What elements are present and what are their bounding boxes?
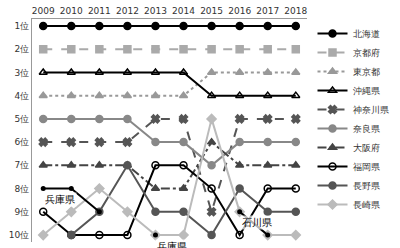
svg-text:1位: 1位 [14,21,29,31]
svg-text:東京都: 東京都 [353,67,380,77]
svg-text:大阪府: 大阪府 [353,143,380,153]
svg-text:長崎県: 長崎県 [353,200,380,210]
svg-text:7位: 7位 [14,160,29,170]
svg-text:2011: 2011 [88,6,111,16]
svg-text:2009: 2009 [32,6,55,16]
svg-text:兵庫県: 兵庫県 [45,194,75,205]
svg-text:4位: 4位 [14,91,29,101]
svg-text:北海道: 北海道 [353,29,380,39]
svg-text:兵庫県: 兵庫県 [157,241,187,248]
svg-text:2012: 2012 [116,6,139,16]
svg-text:8位: 8位 [14,184,29,194]
svg-text:2010: 2010 [60,6,83,16]
svg-text:2015: 2015 [200,6,223,16]
svg-text:2018: 2018 [284,6,307,16]
svg-text:長野県: 長野県 [353,181,380,191]
svg-text:5位: 5位 [14,114,29,124]
svg-text:2016: 2016 [228,6,251,16]
svg-text:10位: 10位 [9,230,29,240]
svg-text:神奈川県: 神奈川県 [353,105,389,115]
svg-text:2013: 2013 [144,6,167,16]
svg-text:京都府: 京都府 [353,48,380,58]
svg-text:6位: 6位 [14,137,29,147]
svg-text:石川県: 石川県 [242,217,272,228]
svg-text:3位: 3位 [14,68,29,78]
svg-text:2014: 2014 [172,6,195,16]
svg-text:2017: 2017 [256,6,279,16]
svg-text:2位: 2位 [14,44,29,54]
svg-text:福岡県: 福岡県 [353,162,380,172]
svg-text:奈良県: 奈良県 [353,124,380,134]
svg-text:9位: 9位 [14,207,29,217]
svg-text:沖縄県: 沖縄県 [353,86,380,96]
